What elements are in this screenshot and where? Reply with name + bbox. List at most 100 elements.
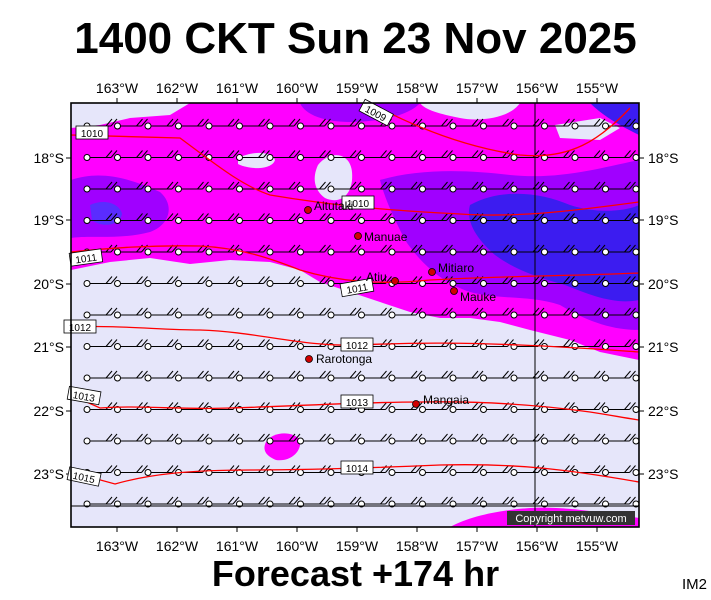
wind-barb	[266, 181, 301, 193]
wind-barb	[236, 181, 270, 193]
wind-barb	[205, 339, 240, 350]
wind-barb	[358, 213, 392, 224]
wind-barbs	[83, 118, 639, 539]
wind-barb	[541, 276, 575, 287]
wind-barb	[420, 529, 453, 539]
wind-barb	[480, 118, 514, 130]
lon-label: 160°W	[276, 538, 319, 554]
wind-barb	[388, 433, 423, 445]
wind-barb	[114, 339, 148, 350]
wind-barb	[449, 370, 484, 382]
wind-barb	[388, 244, 423, 256]
wind-barb	[144, 118, 179, 130]
wind-barb	[327, 244, 362, 256]
lat-label: 19°S	[33, 212, 64, 228]
map-frame	[70, 102, 640, 528]
wind-barb	[236, 339, 270, 350]
wind-barb	[175, 276, 209, 287]
wind-barb	[602, 370, 636, 382]
wind-barb	[602, 465, 636, 476]
wind-barb	[327, 181, 362, 193]
wind-barb	[632, 280, 639, 287]
wind-barb	[602, 118, 636, 130]
wind-barb	[114, 402, 148, 413]
wind-barb	[175, 213, 209, 224]
wind-barb	[632, 154, 639, 161]
wind-barb	[632, 500, 639, 508]
wind-barb	[541, 150, 575, 161]
wind-barb	[450, 529, 483, 539]
wind-barb	[571, 118, 606, 130]
wind-barb	[144, 276, 179, 287]
wind-barb	[266, 118, 301, 130]
wind-barb	[297, 433, 331, 445]
place-marker-manuae	[354, 232, 362, 240]
wind-barb	[510, 276, 545, 287]
wind-barb	[114, 213, 148, 224]
lat-label: 23°S	[648, 466, 679, 482]
wind-barb	[419, 213, 453, 224]
wind-barb	[266, 339, 301, 350]
place-marker-mauke	[450, 287, 458, 295]
wind-barb	[205, 307, 240, 319]
wind-barb	[481, 529, 514, 539]
wind-barb	[205, 181, 240, 193]
lat-labels-right: 18°S 19°S 20°S 21°S 22°S 23°S	[648, 150, 679, 482]
lon-label: 159°W	[336, 538, 379, 554]
place-label-manuae: Manuae	[364, 230, 408, 244]
wind-barb	[83, 150, 118, 161]
wind-barb	[298, 529, 331, 539]
lat-labels-left: 18°S 19°S 20°S 21°S 22°S 23°S	[33, 150, 64, 482]
wind-barb	[327, 307, 362, 319]
wind-barb	[144, 370, 179, 382]
wind-barb	[358, 370, 392, 382]
wind-barb	[267, 529, 300, 539]
wind-barb	[144, 213, 179, 224]
wind-barb	[144, 181, 179, 193]
wind-barb	[449, 150, 484, 161]
wind-barb	[83, 181, 118, 193]
wind-barb	[175, 150, 209, 161]
wind-barb	[236, 276, 270, 287]
place-marker-mitiaro	[428, 268, 436, 276]
wind-barb	[236, 307, 270, 319]
wind-barb	[266, 307, 301, 319]
wind-barb	[571, 213, 606, 224]
isobar-1009	[369, 103, 631, 157]
wind-barb	[571, 276, 606, 287]
wind-barb	[358, 307, 392, 319]
wind-barb	[205, 118, 240, 130]
wind-barb	[419, 276, 453, 287]
wind-barb	[480, 181, 514, 193]
isobar-1013	[71, 394, 639, 421]
wind-barb	[297, 150, 331, 161]
wind-barb	[236, 433, 270, 445]
lon-label: 159°W	[336, 80, 379, 96]
lon-labels-bottom: 163°W 162°W 161°W 160°W 159°W 158°W 157°…	[96, 538, 619, 554]
wind-barb	[510, 433, 545, 445]
wind-barb	[236, 370, 270, 382]
place-label-mauke: Mauke	[460, 290, 496, 304]
wind-barb	[632, 185, 639, 193]
wind-barb	[297, 181, 331, 193]
wind-barb	[541, 181, 575, 193]
rain-area-blue-3	[90, 201, 122, 225]
wind-barb	[541, 433, 575, 445]
wind-barb	[114, 370, 148, 382]
wind-barb	[83, 339, 118, 350]
wind-barb	[266, 213, 301, 224]
wind-barb	[541, 465, 575, 476]
wind-barb	[419, 402, 453, 413]
isobar-label: 1013	[72, 390, 96, 405]
lon-label: 157°W	[456, 538, 499, 554]
place-marker-atiu	[391, 277, 399, 285]
wind-barb	[602, 402, 636, 413]
wind-barb	[297, 402, 331, 413]
wind-barb	[175, 118, 209, 130]
isobar-label: 1012	[346, 341, 369, 352]
wind-barb	[205, 276, 240, 287]
wind-barb	[175, 433, 209, 445]
wind-barb	[327, 213, 362, 224]
wind-barb	[572, 529, 605, 539]
